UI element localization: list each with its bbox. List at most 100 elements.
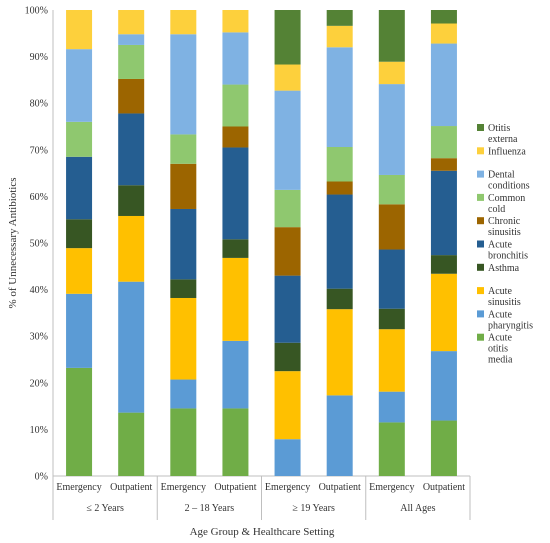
bar-segment (274, 227, 301, 276)
x-category-label: Emergency (265, 482, 310, 493)
bar-segment (378, 422, 405, 476)
x-category-label: Outpatient (110, 482, 152, 493)
bar-segment (326, 309, 353, 396)
bar-segment (118, 10, 145, 35)
bar-segment (222, 147, 249, 240)
bar-segment (170, 279, 197, 298)
bar-segment (274, 342, 301, 372)
legend-label: Chronic sinusitis (488, 216, 521, 238)
legend-label: Acute sinusitis (488, 286, 521, 308)
x-category-label: Outpatient (214, 482, 256, 493)
plot-area: 0% 10% 20% 30% 40% 50% 60% 70% 80% 90% 100% Emergen… (25, 6, 471, 520)
bar-segment (222, 340, 249, 409)
bar-segment (378, 249, 405, 309)
legend-label: Common cold (488, 193, 525, 215)
y-tick-label: 40% (30, 285, 48, 296)
bar-segment (326, 47, 353, 148)
bar-segment (430, 170, 457, 256)
bar-segment (222, 126, 249, 148)
bar-segment (326, 288, 353, 310)
bar-segment (326, 181, 353, 195)
bar-segment (430, 351, 457, 421)
bar-segment (222, 239, 249, 258)
bar-segment (430, 273, 457, 352)
legend-swatch (477, 287, 484, 295)
legend-label: Dental conditions (488, 170, 530, 192)
bar-segment (170, 208, 197, 280)
bar-segment (430, 420, 457, 476)
bar-segment (66, 219, 93, 249)
bar-segment (326, 10, 353, 26)
bar-segment (274, 10, 301, 65)
bar-segment (170, 163, 197, 209)
y-tick-label: 20% (30, 378, 48, 389)
bar-segment (274, 275, 301, 343)
bar-segment (222, 257, 249, 341)
legend-swatch (477, 124, 484, 131)
x-category-label: Outpatient (423, 482, 465, 493)
legend-label: Acute pharyngitis (488, 309, 533, 331)
bar-segment (66, 121, 93, 157)
bar-segment (378, 10, 405, 62)
legend-swatch (477, 240, 484, 248)
y-tick-label: 0% (35, 472, 48, 483)
bar-segment (378, 204, 405, 250)
bar-segment (118, 44, 145, 79)
bar-segment (118, 113, 145, 186)
bar-segment (118, 185, 145, 216)
x-category-label: Outpatient (319, 482, 361, 493)
x-axis-title: Age Group & Healthcare Setting (190, 526, 335, 538)
x-category-label: Emergency (56, 482, 101, 493)
legend-label: Influenza (488, 146, 526, 157)
y-tick-label: 50% (30, 239, 48, 250)
bar-segment (118, 34, 145, 45)
x-group-label: All Ages (400, 503, 435, 514)
bar-segment (170, 379, 197, 409)
bar-segment (430, 158, 457, 171)
bar-segment (118, 412, 145, 476)
legend-swatch (477, 263, 484, 271)
bar-segment (66, 248, 93, 294)
legend-label: Otitis externa (488, 123, 518, 145)
bar-segment (430, 126, 457, 159)
bar-segment (66, 10, 93, 50)
y-tick-label: 100% (25, 6, 48, 17)
bar-segment (430, 23, 457, 44)
bar-segment (222, 408, 249, 476)
bar-segment (118, 78, 145, 114)
bar-segment (118, 281, 145, 413)
bar-segment (274, 64, 301, 91)
y-tick-label: 80% (30, 99, 48, 110)
legend-swatch (477, 170, 484, 178)
bar-segment (378, 308, 405, 330)
bar-segment (118, 215, 145, 282)
bar-segment (66, 49, 93, 122)
bar-segment (430, 43, 457, 127)
bar-segment (222, 10, 249, 33)
bar-segment (378, 84, 405, 175)
x-group-label: ≥ 19 Years (292, 503, 335, 514)
legend-label: Acute bronchitis (488, 240, 528, 262)
y-tick-label: 70% (30, 145, 48, 156)
legend-swatch (477, 310, 484, 318)
bar-segment (170, 134, 197, 164)
bar-segment (274, 371, 301, 440)
x-group-label: 2 – 18 Years (185, 503, 235, 514)
bar-segment (326, 194, 353, 289)
x-category-label: Emergency (369, 482, 414, 493)
y-tick-label: 90% (30, 52, 48, 63)
bar-segment (274, 90, 301, 190)
x-category-label: Emergency (161, 482, 206, 493)
bar-segment (378, 174, 405, 205)
legend-swatch (477, 333, 484, 341)
bar-segment (378, 391, 405, 423)
legend-label: Asthma (488, 263, 520, 274)
bar-segment (170, 10, 197, 35)
bar-segment (326, 395, 353, 476)
bar-segment (222, 32, 249, 85)
bar-segment (326, 147, 353, 182)
bar-segment (66, 367, 93, 476)
bar-segment (170, 34, 197, 135)
bar-segment (430, 255, 457, 274)
